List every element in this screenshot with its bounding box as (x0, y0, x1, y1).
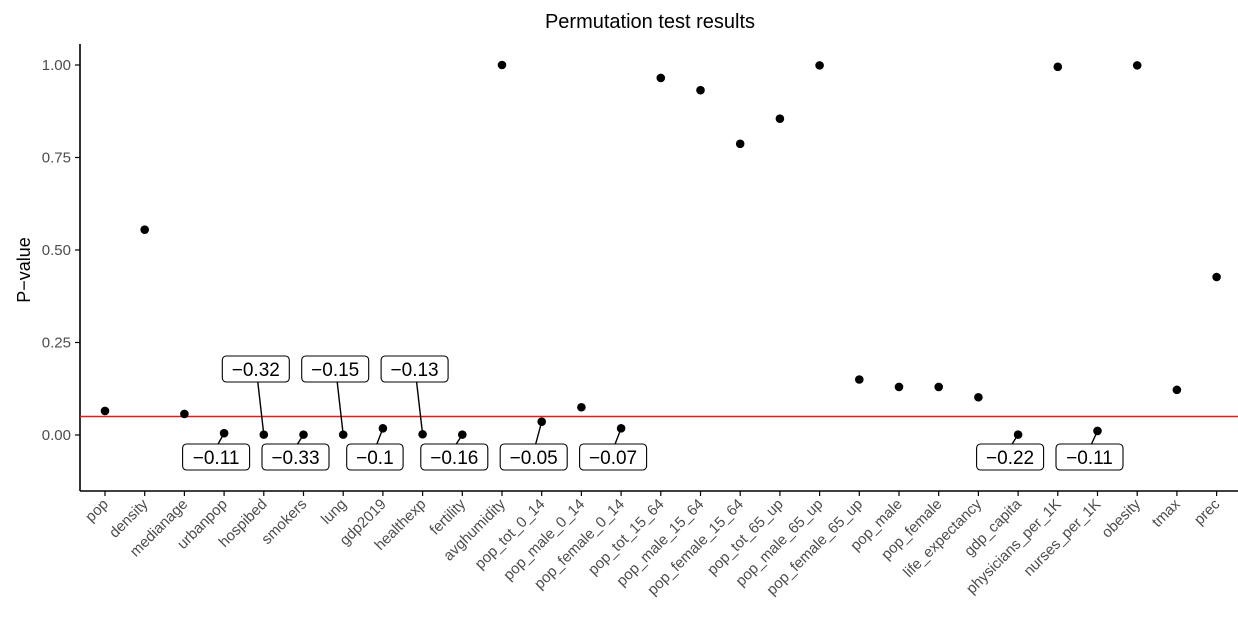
annotation-label: −0.13 (391, 360, 439, 381)
data-point (1212, 272, 1221, 282)
y-tick-label: 0.50 (42, 242, 71, 259)
y-tick-label: 0.00 (42, 427, 71, 444)
data-point (934, 382, 943, 392)
data-point (1132, 61, 1142, 70)
plot-area: 0.000.250.500.751.00popdensitymedianageu… (42, 44, 1238, 599)
annotation-leader-line (415, 381, 424, 435)
annotation-label: −0.05 (510, 448, 558, 469)
y-axis-label: P−value (14, 237, 34, 303)
data-point (1053, 62, 1063, 72)
data-point (577, 402, 586, 412)
data-point (775, 114, 785, 123)
annotation-leader-line (376, 428, 384, 445)
annotation-leader-line (455, 434, 463, 445)
annotation-label: −0.1 (356, 448, 394, 469)
data-point (180, 409, 189, 419)
data-point (100, 406, 110, 416)
data-point (656, 73, 666, 83)
x-tick-label: pop (82, 496, 112, 526)
annotation-label: −0.16 (430, 448, 478, 469)
annotation-label: −0.11 (193, 448, 240, 469)
annotation-box (301, 355, 370, 383)
annotation-leader-line (535, 421, 543, 445)
data-point (815, 61, 824, 70)
x-tick-label: obesity (1098, 495, 1144, 541)
annotation-leader-line (257, 381, 265, 435)
data-point (894, 382, 904, 392)
x-tick-label: tmax (1149, 495, 1184, 530)
annotation-box (499, 443, 568, 471)
annotation-box (346, 443, 404, 471)
annotation-box (182, 443, 251, 471)
data-point (418, 429, 427, 439)
annotation-box (221, 355, 290, 383)
annotation-box (420, 443, 489, 471)
annotation-label: −0.32 (232, 360, 280, 381)
data-point (497, 60, 507, 70)
chart-title: Permutation test results (545, 11, 755, 33)
annotation-leader-line (296, 434, 305, 445)
x-tick-label: lung (318, 496, 350, 528)
annotation-box (1055, 443, 1124, 471)
annotation-leader-line (217, 432, 225, 445)
y-tick-label: 0.25 (42, 335, 71, 352)
annotation-box (976, 443, 1045, 471)
data-point (855, 375, 864, 384)
annotation-leader-line (1011, 434, 1019, 445)
annotation-label: −0.22 (986, 448, 1034, 469)
annotation-label: −0.07 (589, 448, 637, 469)
x-tick-label: prec (1191, 495, 1224, 528)
annotation-box (579, 443, 648, 471)
data-point (974, 392, 983, 402)
annotation-box (380, 355, 449, 383)
annotation-leader-line (1090, 430, 1099, 445)
data-point (735, 139, 745, 149)
annotation-label: −0.15 (311, 360, 359, 381)
annotation-leader-line (336, 381, 344, 435)
y-tick-label: 1.00 (42, 57, 71, 74)
annotation-leader-line (614, 428, 622, 445)
y-tick-label: 0.75 (42, 150, 71, 167)
annotation-label: −0.11 (1066, 448, 1113, 469)
data-point (696, 85, 705, 95)
annotation-label: −0.33 (271, 448, 319, 469)
data-point (1172, 385, 1182, 395)
data-point (140, 225, 149, 234)
annotation-box (261, 443, 330, 471)
